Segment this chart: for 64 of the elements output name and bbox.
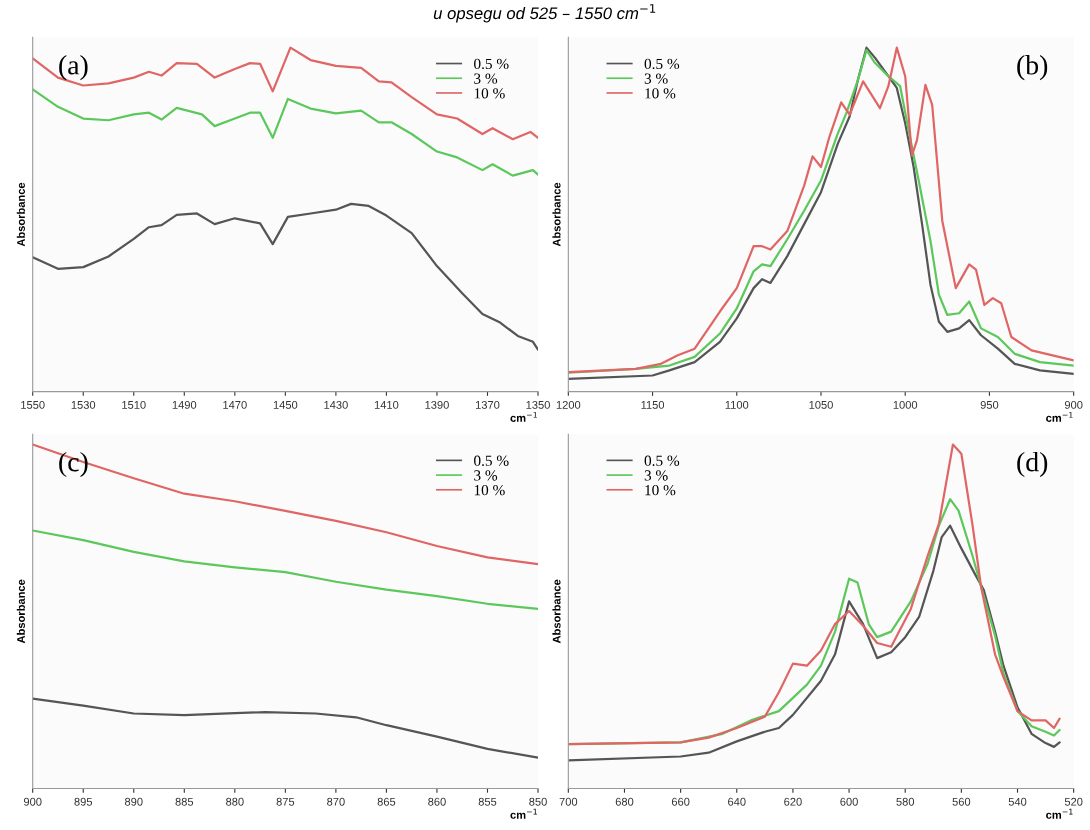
legend-label: 10 % <box>645 88 676 99</box>
x-tick-label: 880 <box>226 797 244 806</box>
legend-label: 3 % <box>474 73 498 84</box>
x-tick-label: 1530 <box>71 400 96 409</box>
x-tick-label: 860 <box>428 797 446 806</box>
legend-label: 10 % <box>474 88 505 99</box>
x-tick-label: 700 <box>559 797 578 806</box>
x-tick-label: 900 <box>1064 400 1083 409</box>
x-tick-label: 865 <box>377 797 396 806</box>
x-axis-title: cm$^{−1}$ <box>1046 808 1073 819</box>
x-tick-label: 1470 <box>223 400 247 409</box>
x-tick-label: 1350 <box>526 400 550 409</box>
x-tick-label: 1550 <box>21 400 45 409</box>
x-axis-title: cm$^{−1}$ <box>1046 411 1073 422</box>
x-tick-label: 1410 <box>374 400 399 409</box>
x-tick-label: 855 <box>478 797 497 806</box>
legend-label: 3 % <box>474 470 498 481</box>
x-tick-label: 680 <box>615 797 634 806</box>
x-axis-title: cm$^{−1}$ <box>510 808 537 819</box>
chart-title: u opsegu od 525 – 1550 cm$^{−1}$ <box>433 4 656 23</box>
legend-label: 0.5 % <box>644 58 680 70</box>
legend-label: 0.5 % <box>474 58 509 70</box>
x-tick-label: 870 <box>327 797 345 806</box>
x-tick-label: 660 <box>671 797 690 806</box>
x-axis-title: cm$^{−1}$ <box>510 411 537 422</box>
y-axis-title: Absorbance <box>16 579 25 644</box>
x-tick-label: 895 <box>74 797 93 806</box>
x-tick-label: 1200 <box>556 400 581 409</box>
x-tick-label: 1430 <box>324 400 348 409</box>
x-tick-label: 1100 <box>725 400 749 409</box>
x-tick-label: 620 <box>784 797 802 806</box>
y-axis-title: Absorbance <box>16 182 25 247</box>
x-tick-label: 600 <box>840 797 858 806</box>
annotation: (c) <box>59 451 88 478</box>
x-tick-label: 640 <box>728 797 746 806</box>
x-tick-label: 540 <box>1008 797 1027 806</box>
y-axis-title: Absorbance <box>552 182 561 247</box>
legend-label: 3 % <box>644 73 668 84</box>
x-tick-label: 1050 <box>809 400 833 409</box>
legend-label: 3 % <box>644 470 668 481</box>
legend-label: 0.5 % <box>474 455 509 466</box>
x-tick-label: 580 <box>896 797 915 806</box>
legend-label: 10 % <box>474 484 505 496</box>
x-tick-label: 520 <box>1064 797 1083 806</box>
annotation: (a) <box>59 55 88 81</box>
x-tick-label: 1490 <box>172 400 197 409</box>
x-tick-label: 1510 <box>122 400 146 409</box>
x-tick-label: 1370 <box>475 400 500 409</box>
x-tick-label: 890 <box>124 797 143 806</box>
x-tick-label: 1450 <box>273 400 298 409</box>
x-tick-label: 900 <box>23 797 42 806</box>
x-tick-label: 1150 <box>641 400 665 409</box>
y-axis-title: Absorbance <box>552 579 561 644</box>
annotation: (b) <box>1017 55 1048 81</box>
annotation: (d) <box>1017 451 1048 478</box>
x-tick-label: 885 <box>175 797 194 806</box>
x-tick-label: 950 <box>980 400 999 409</box>
legend-label: 0.5 % <box>644 455 680 466</box>
x-tick-label: 560 <box>952 797 971 806</box>
legend-label: 10 % <box>645 484 676 496</box>
x-tick-label: 875 <box>276 797 295 806</box>
x-tick-label: 1390 <box>425 400 449 409</box>
x-tick-label: 1000 <box>893 400 918 409</box>
x-tick-label: 850 <box>529 797 547 806</box>
